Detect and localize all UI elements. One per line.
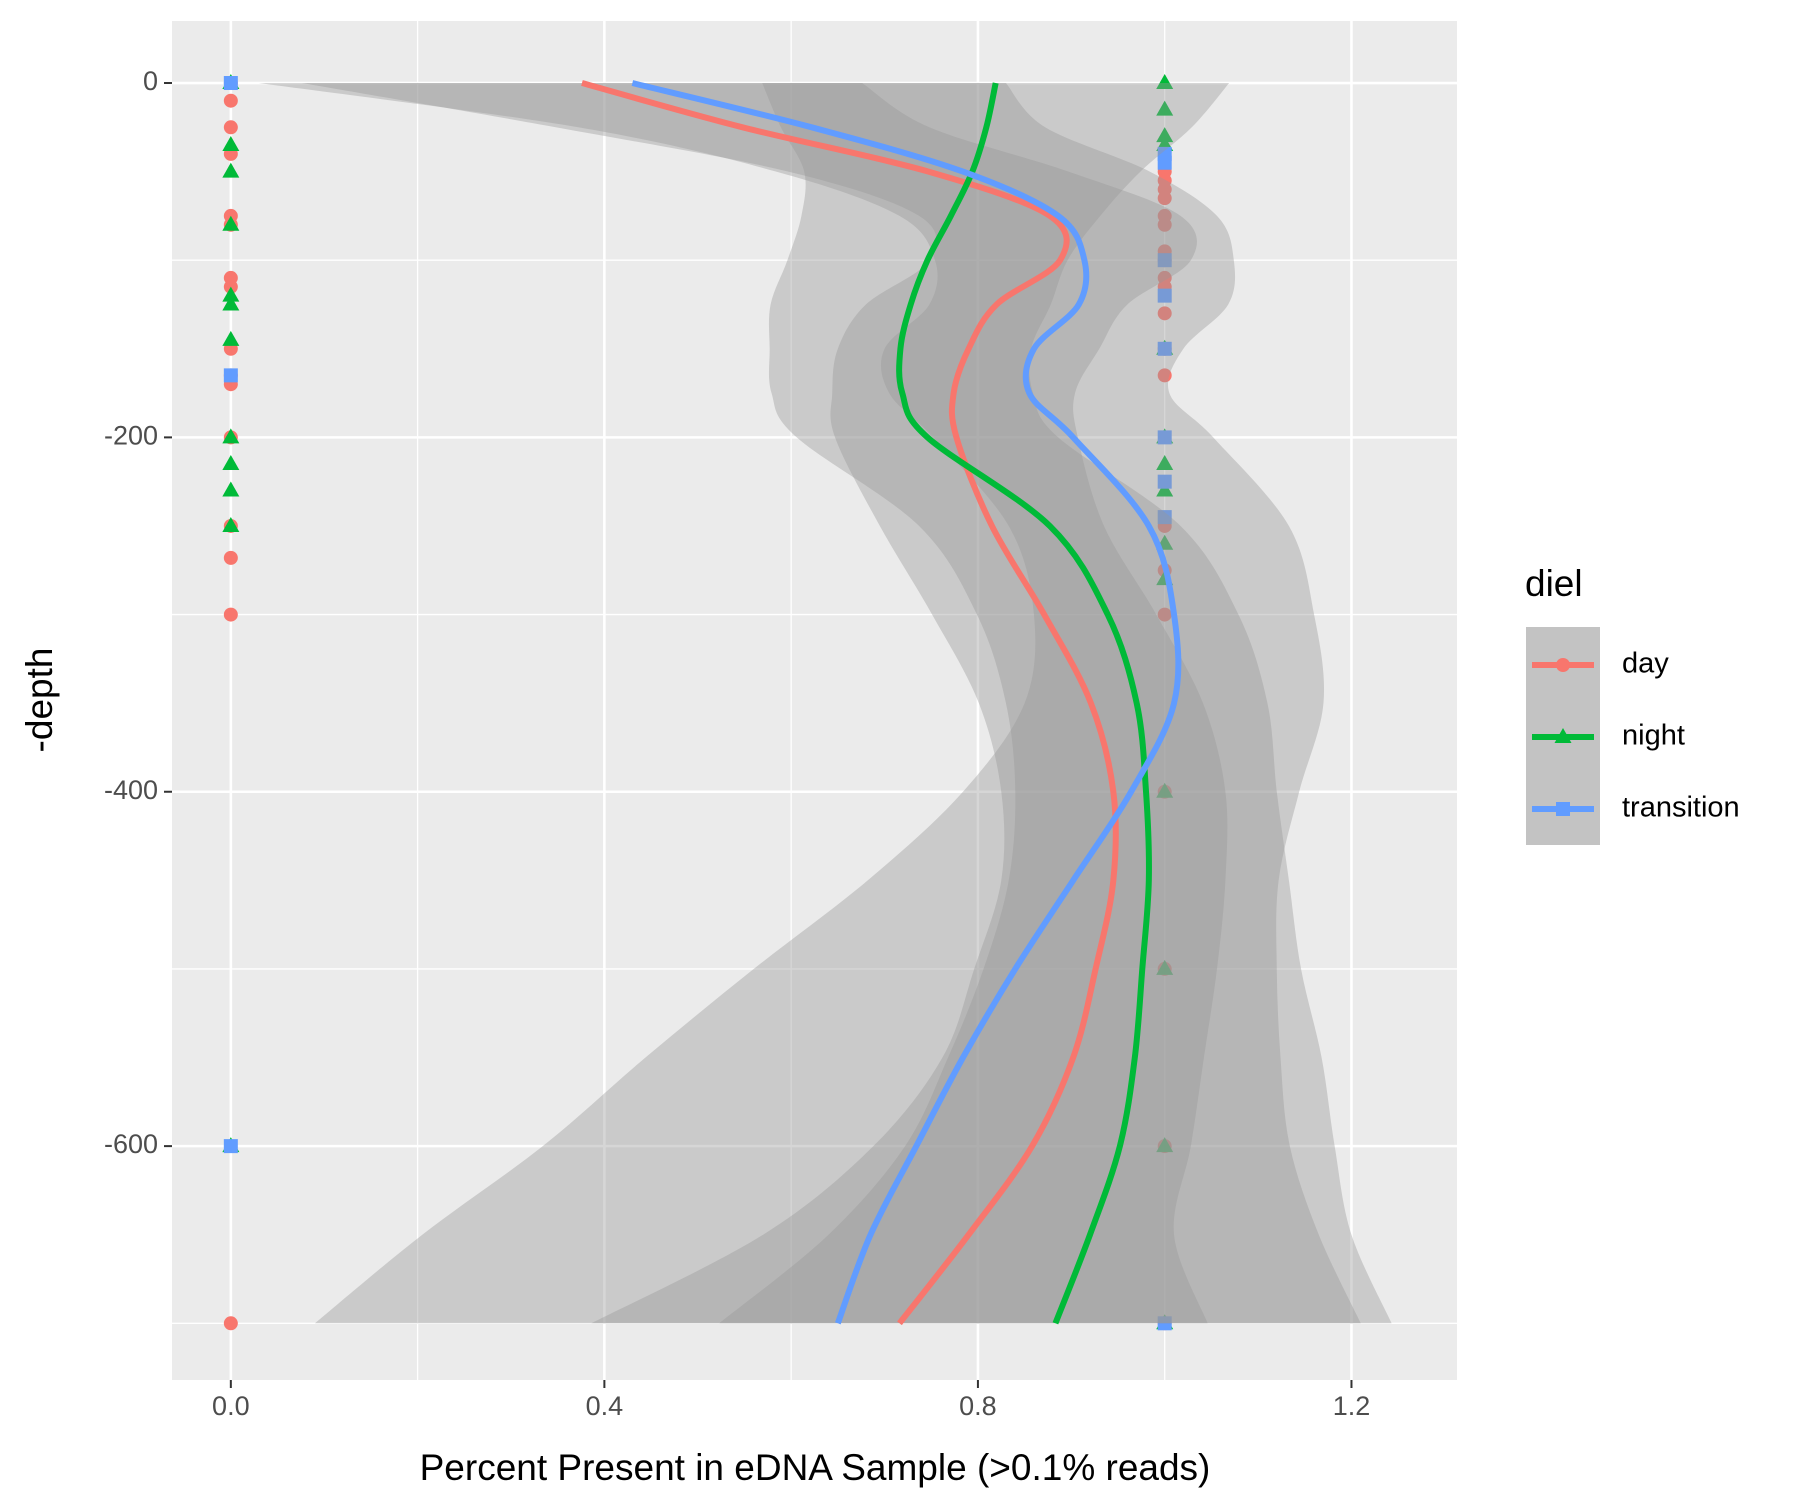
smooth-line: [631, 80, 1182, 1325]
point: [222, 454, 240, 470]
point: [223, 607, 238, 622]
axes: 0.0 0.4 0.8 1.2 0 -200 -400 -600: [104, 66, 1370, 1421]
point: [222, 295, 240, 311]
legend-key-marker: [1554, 728, 1572, 743]
x-axis-title: Percent Present in eDNA Sample (>0.1% re…: [420, 1447, 1211, 1488]
point: [223, 93, 238, 108]
point: [1156, 454, 1174, 470]
x-tick-label: 1.2: [1333, 1391, 1371, 1421]
point: [1157, 474, 1172, 489]
smooth-line: [896, 82, 1152, 1325]
confidence-band: [719, 83, 1392, 1324]
point: [223, 76, 238, 91]
y-tick-label: -400: [104, 775, 158, 805]
point: [222, 136, 240, 152]
point: [1157, 607, 1172, 622]
point: [223, 1316, 238, 1331]
point: [1156, 481, 1174, 497]
point: [1157, 288, 1172, 303]
point: [1157, 217, 1172, 232]
point: [1157, 253, 1172, 268]
legend-label: transition: [1622, 792, 1740, 824]
point: [1157, 191, 1172, 206]
point: [1157, 368, 1172, 383]
legend-label: night: [1622, 720, 1685, 752]
point: [1156, 1137, 1174, 1153]
lines: [581, 80, 1182, 1326]
point: [1157, 306, 1172, 321]
point: [1156, 959, 1174, 975]
point: [1156, 74, 1174, 90]
point: [1156, 127, 1174, 143]
points: [222, 74, 1174, 1331]
legend-key-marker: [1556, 802, 1570, 816]
point: [1156, 100, 1174, 116]
x-tick-label: 0.0: [212, 1391, 250, 1421]
point: [222, 516, 240, 532]
smooth-line: [581, 80, 1119, 1326]
point: [223, 1139, 238, 1154]
point: [222, 330, 240, 346]
point: [1157, 1316, 1172, 1331]
point: [1156, 782, 1174, 798]
point: [222, 162, 240, 178]
point: [222, 428, 240, 444]
legend-title: diel: [1525, 563, 1583, 604]
panel: [172, 21, 1457, 1380]
point: [223, 550, 238, 565]
legend-key-marker: [1556, 658, 1570, 672]
legend: day night transition: [1526, 627, 1740, 845]
point: [1157, 510, 1172, 525]
point: [1157, 341, 1172, 356]
point: [222, 286, 240, 302]
y-tick-label: 0: [143, 66, 158, 96]
point: [223, 368, 238, 383]
y-tick-label: -600: [104, 1129, 158, 1159]
y-tick-label: -200: [104, 421, 158, 451]
x-tick-label: 0.8: [959, 1391, 997, 1421]
point: [223, 120, 238, 135]
point: [222, 215, 240, 231]
legend-label: day: [1622, 648, 1669, 680]
x-tick-label: 0.4: [586, 1391, 624, 1421]
point: [1157, 155, 1172, 170]
point: [1157, 430, 1172, 445]
y-axis-title: -depth: [19, 648, 60, 753]
confidence-band: [301, 83, 1228, 1324]
point: [222, 481, 240, 497]
